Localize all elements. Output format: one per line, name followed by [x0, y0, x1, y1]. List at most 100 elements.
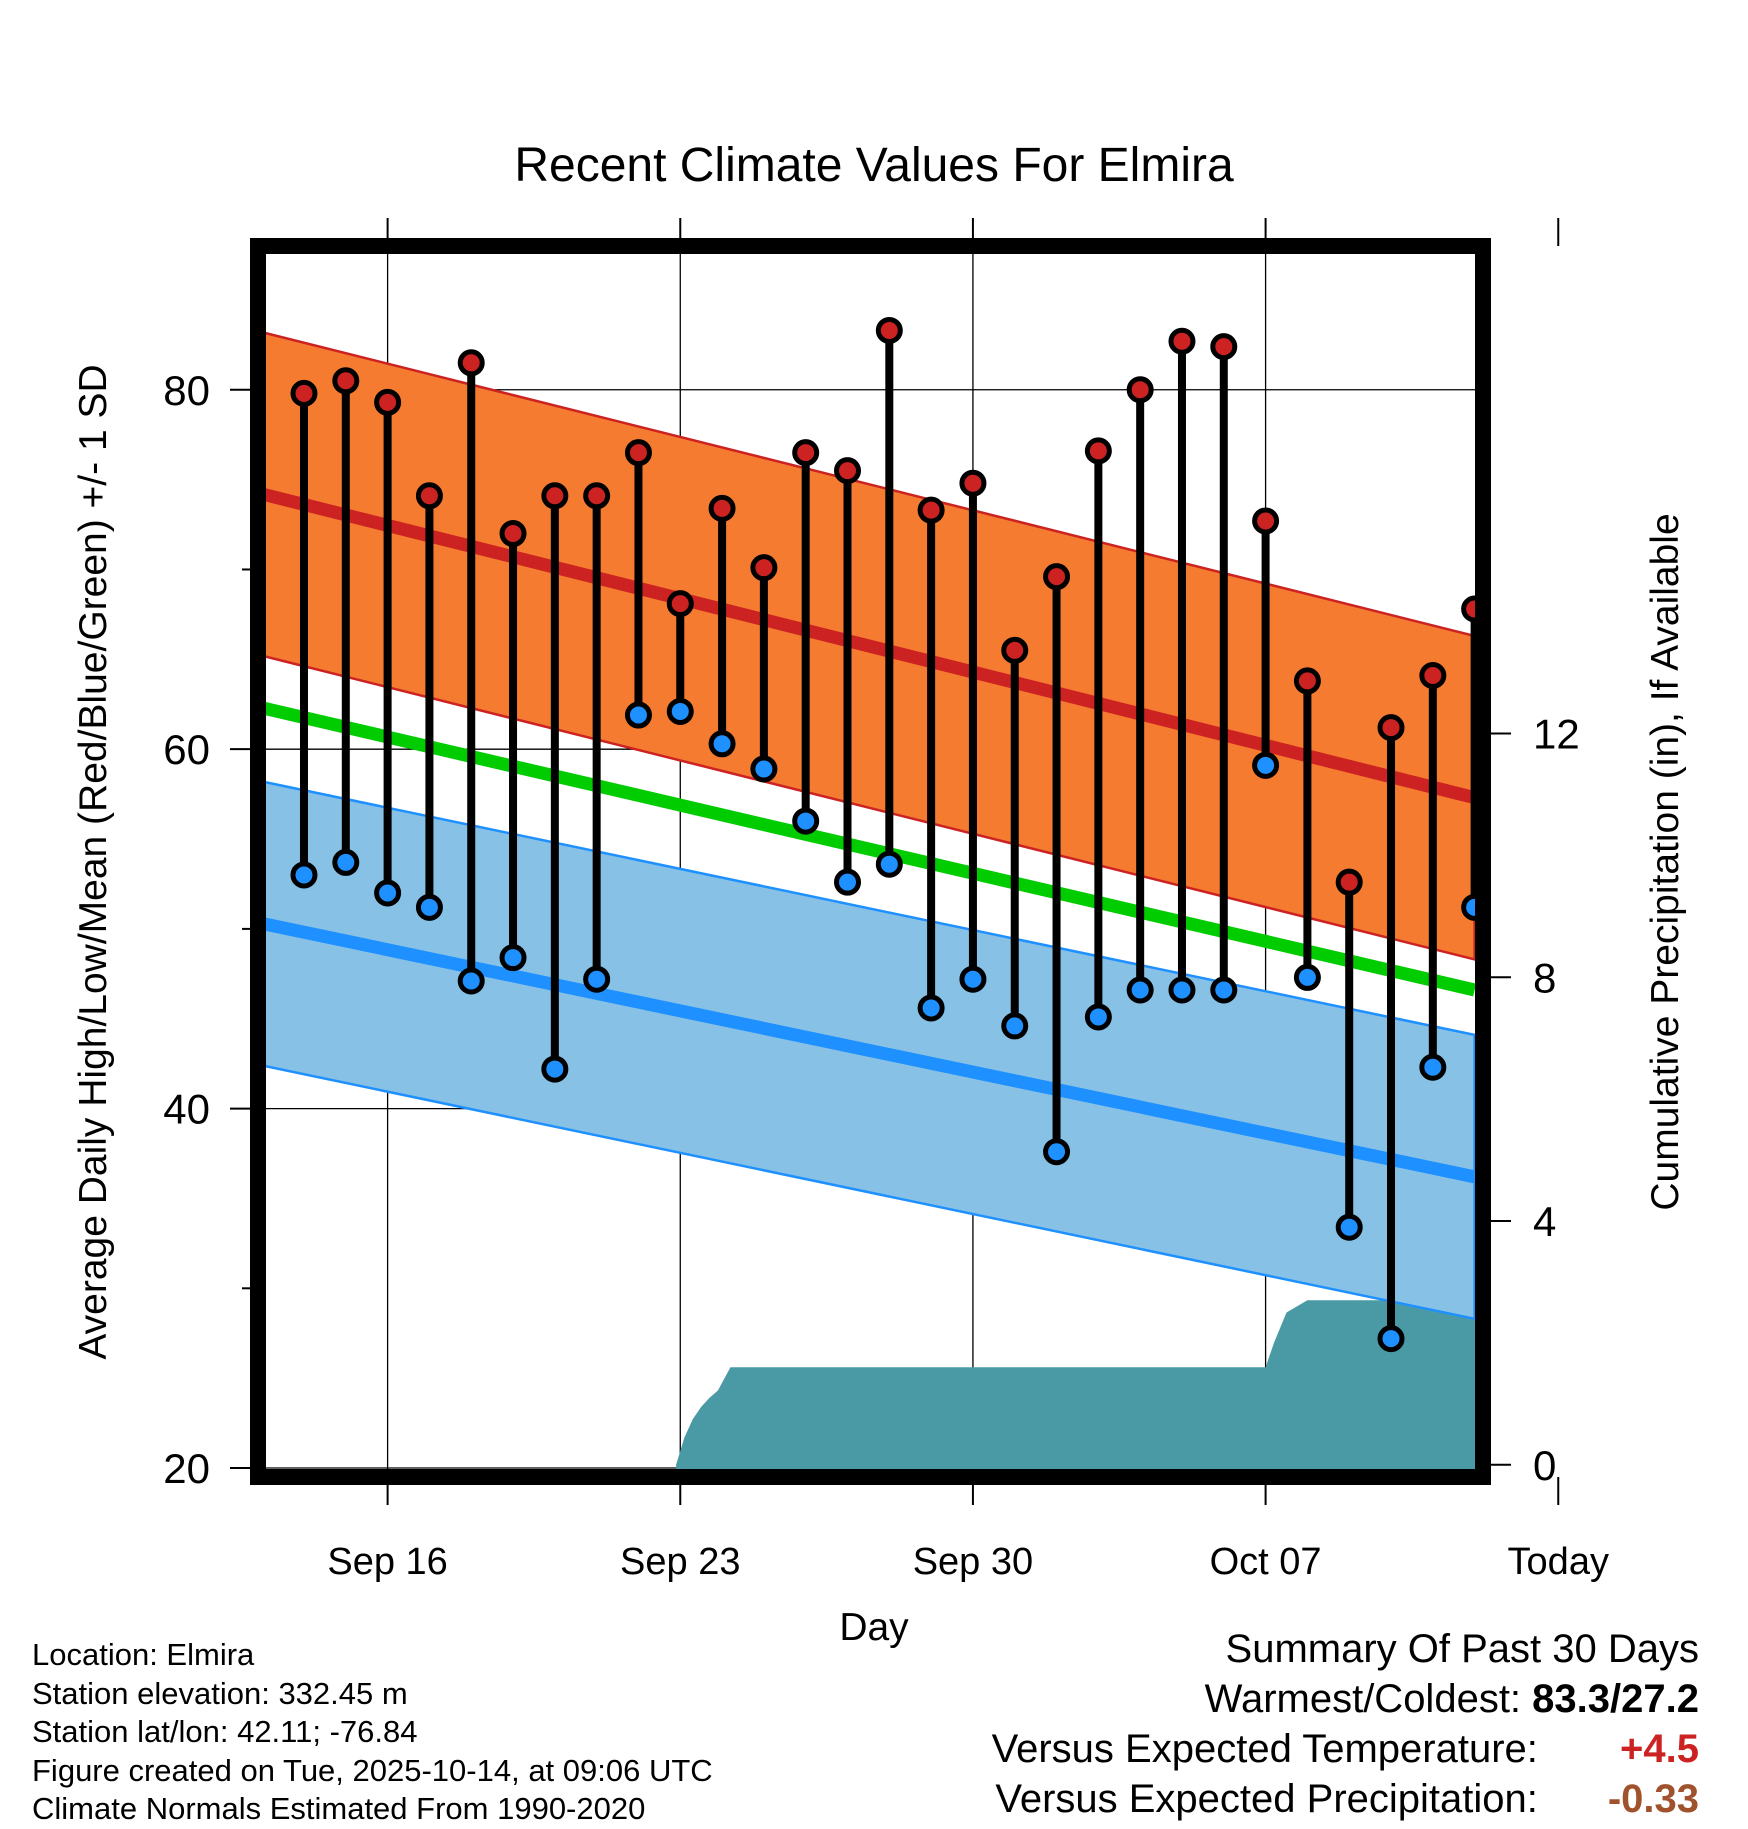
warmest-coldest-label: Warmest/Coldest:	[1204, 1677, 1522, 1721]
high-point	[415, 482, 443, 510]
low-point	[1168, 976, 1196, 1004]
daily-highs	[290, 316, 1527, 896]
high-point	[541, 482, 569, 510]
high-point	[499, 520, 527, 548]
chart-title: Recent Climate Values For Elmira	[514, 139, 1234, 192]
high-point	[1505, 832, 1527, 854]
high-point	[1252, 507, 1280, 535]
low-point	[959, 965, 987, 993]
high-point	[1043, 563, 1071, 591]
low-point	[374, 879, 402, 907]
low-point	[1210, 976, 1238, 1004]
low-point	[499, 944, 527, 972]
elevation-text: Station elevation: 332.45 m	[32, 1675, 408, 1711]
period-unit: Days	[1570, 1437, 1658, 1478]
high-avg-label: Avg:	[1572, 724, 1648, 763]
low-point	[1252, 751, 1280, 779]
low-point	[1293, 963, 1321, 991]
y-tick-label: 40	[163, 1086, 210, 1133]
low-normal-line	[260, 917, 1476, 1184]
high-point	[708, 494, 736, 522]
high-point	[1210, 333, 1238, 361]
summary-panel: Summary Of Past 30 Days Warmest/Coldest:…	[992, 1624, 1699, 1824]
low-point	[1001, 1012, 1029, 1040]
y2-tick-label: 0	[1533, 1442, 1556, 1489]
high-point	[1126, 376, 1154, 404]
low-avg-marker	[1545, 1106, 1571, 1132]
daily-lows	[290, 697, 1527, 1353]
x-tick-label: Sep 16	[327, 1541, 447, 1583]
low-point	[583, 965, 611, 993]
high-point	[792, 439, 820, 467]
high-point	[834, 457, 862, 485]
high-point	[1335, 868, 1363, 896]
y2-tick-label: 8	[1533, 954, 1556, 1001]
high-point	[1419, 662, 1447, 690]
precip-anomaly-value: -0.33	[1607, 1777, 1699, 1821]
location-text: Location: Elmira	[32, 1637, 255, 1672]
high-point	[1084, 437, 1112, 465]
high-point	[666, 590, 694, 618]
low-point	[415, 893, 443, 921]
station-metadata: Location: Elmira Station elevation: 332.…	[32, 1636, 713, 1829]
y-tick-label: 80	[163, 367, 210, 414]
high-point	[917, 496, 945, 524]
high-point	[624, 439, 652, 467]
precip-anomaly-label: Versus Expected Precipitation:	[995, 1777, 1538, 1821]
low-point	[834, 868, 862, 896]
daily-stems	[299, 330, 1479, 1339]
low-point	[917, 994, 945, 1022]
high-point	[290, 379, 318, 407]
x-tick-label: Oct 07	[1210, 1541, 1322, 1583]
high-point	[875, 316, 903, 344]
summary-title: Summary Of Past 30 Days	[1225, 1627, 1699, 1671]
high-point	[959, 469, 987, 497]
high-point	[1001, 636, 1029, 664]
high-point	[750, 554, 778, 582]
temp-anomaly-row: Versus Expected Temperature: +4.5	[992, 1724, 1699, 1774]
low-point	[666, 697, 694, 725]
created-text: Figure created on Tue, 2025-10-14, at 09…	[32, 1752, 713, 1788]
low-point	[1335, 1213, 1363, 1241]
x-tick-label: Sep 23	[620, 1541, 740, 1583]
high-point	[583, 482, 611, 510]
normals-text: Climate Normals Estimated From 1990-2020	[32, 1791, 646, 1826]
precip-area	[676, 1277, 1483, 1477]
high-normal-line	[260, 487, 1477, 805]
low-avg-label: Avg:	[1572, 1119, 1648, 1158]
plot-border	[250, 238, 1491, 1485]
low-point	[457, 967, 485, 995]
y2-axis-label: Cumulative Precipitation (in), If Availa…	[1644, 513, 1687, 1210]
low-point	[792, 807, 820, 835]
y-axis-label: Average Daily High/Low/Mean (Red/Blue/Gr…	[72, 364, 115, 1359]
high-point	[457, 349, 485, 377]
low-point	[750, 755, 778, 783]
low-point	[1043, 1138, 1071, 1166]
precip-anomaly-row: Versus Expected Precipitation: -0.33	[992, 1774, 1699, 1824]
high-point	[1293, 667, 1321, 695]
x-tick-label: Today	[1508, 1541, 1609, 1583]
low-point	[708, 730, 736, 758]
high-point	[332, 367, 360, 395]
low-point	[541, 1055, 569, 1083]
low-point	[1084, 1003, 1112, 1031]
x-tick-label: Sep 30	[913, 1541, 1033, 1583]
low-point	[875, 850, 903, 878]
y2-tick-label: 4	[1533, 1198, 1556, 1245]
temp-anomaly-value: +4.5	[1620, 1727, 1699, 1771]
warmest-coldest-row: Warmest/Coldest: 83.3/27.2	[992, 1674, 1699, 1724]
period-number: 30	[1570, 1395, 1611, 1436]
y-tick-label: 20	[163, 1445, 210, 1492]
low-point	[1505, 930, 1527, 952]
low-point	[1377, 1325, 1405, 1353]
low-point	[332, 848, 360, 876]
latlon-text: Station lat/lon: 42.11; -76.84	[32, 1714, 418, 1749]
y-tick-label: 60	[163, 726, 210, 773]
warmest-coldest-value: 83.3/27.2	[1532, 1677, 1699, 1721]
high-point	[374, 388, 402, 416]
low-point	[1126, 976, 1154, 1004]
